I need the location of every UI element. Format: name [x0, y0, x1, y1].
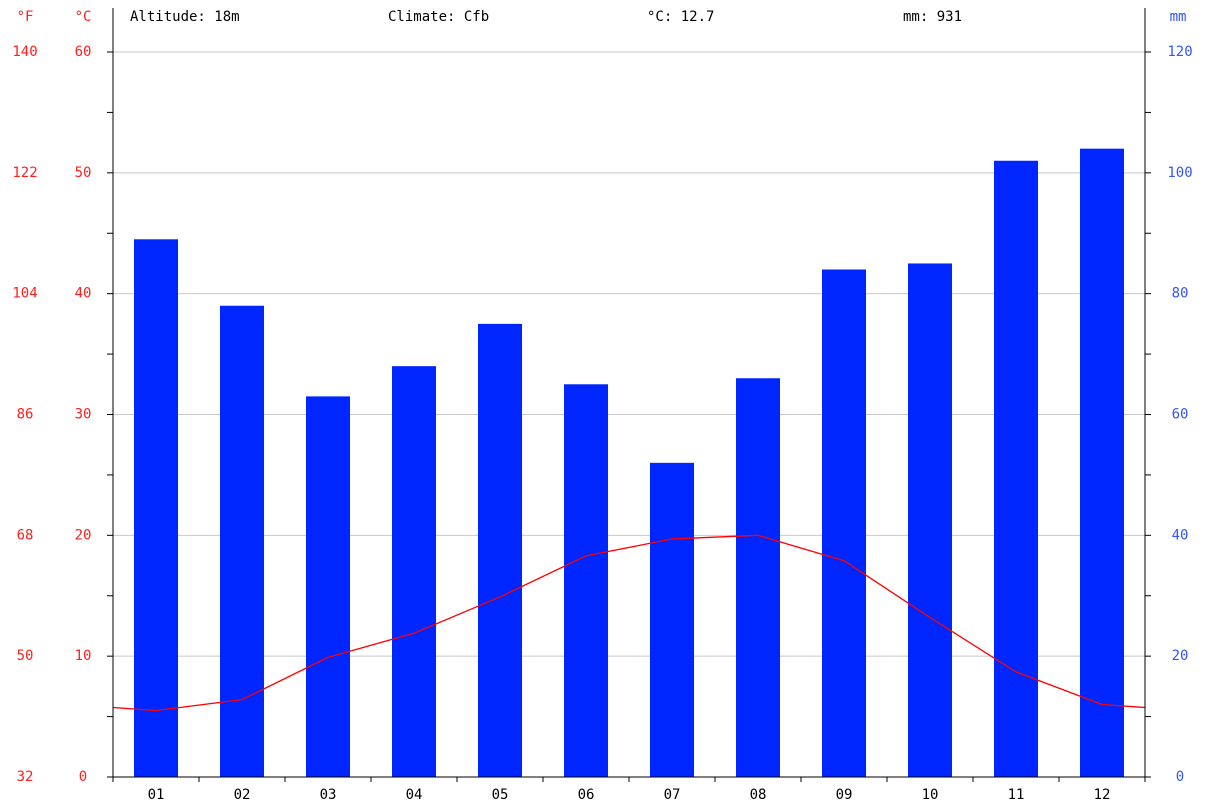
x-tick-label: 09	[836, 787, 853, 803]
y3-tick-label: 122	[12, 165, 37, 181]
y2-tick-label: 20	[1172, 648, 1189, 664]
bar	[822, 269, 866, 777]
y2-tick-label: 40	[1172, 527, 1189, 543]
total-precip: mm: 931	[903, 9, 962, 25]
climate: Climate: Cfb	[388, 9, 489, 25]
altitude: Altitude: 18m	[130, 9, 240, 25]
x-tick-label: 01	[148, 787, 165, 803]
temp-wrap	[1101, 703, 1146, 709]
y2-tick-label: 0	[1176, 769, 1184, 785]
y2-tick-label: 100	[1167, 165, 1192, 181]
y3-tick-label: 68	[17, 527, 34, 543]
temp-wrap	[112, 706, 157, 712]
x-tick-label: 10	[922, 787, 939, 803]
y-tick-label: 50	[75, 165, 92, 181]
bar	[134, 239, 178, 777]
c-unit: °C	[75, 9, 92, 25]
x-tick-label: 11	[1008, 787, 1025, 803]
mean-temp: °C: 12.7	[647, 9, 714, 25]
x-tick-label: 04	[406, 787, 423, 803]
y3-tick-label: 86	[17, 407, 34, 423]
bar	[994, 160, 1038, 777]
bar	[478, 323, 522, 777]
y-tick-label: 60	[75, 44, 92, 60]
bar	[392, 366, 436, 777]
y-tick-label: 30	[75, 407, 92, 423]
bar	[908, 263, 952, 777]
y-tick-label: 10	[75, 648, 92, 664]
x-tick-label: 06	[578, 787, 595, 803]
x-tick-label: 02	[234, 787, 251, 803]
mm-unit: mm	[1170, 9, 1187, 25]
bar	[306, 396, 350, 777]
x-tick-label: 12	[1094, 787, 1111, 803]
y2-tick-label: 80	[1172, 286, 1189, 302]
y3-tick-label: 50	[17, 648, 34, 664]
y3-tick-label: 32	[17, 769, 34, 785]
bar	[564, 384, 608, 777]
y2-tick-label: 120	[1167, 44, 1192, 60]
f-unit: °F	[17, 9, 34, 25]
y3-tick-label: 140	[12, 44, 37, 60]
y-tick-label: 40	[75, 286, 92, 302]
y2-tick-label: 60	[1172, 407, 1189, 423]
y3-tick-label: 104	[12, 286, 37, 302]
x-tick-label: 08	[750, 787, 767, 803]
bar	[220, 305, 264, 777]
bar	[1080, 148, 1124, 777]
bar	[736, 378, 780, 777]
temp-line	[155, 534, 1103, 712]
y-tick-label: 0	[79, 769, 87, 785]
y-tick-label: 20	[75, 527, 92, 543]
x-tick-label: 03	[320, 787, 337, 803]
x-tick-label: 05	[492, 787, 509, 803]
x-tick-label: 07	[664, 787, 681, 803]
bar	[650, 462, 694, 777]
